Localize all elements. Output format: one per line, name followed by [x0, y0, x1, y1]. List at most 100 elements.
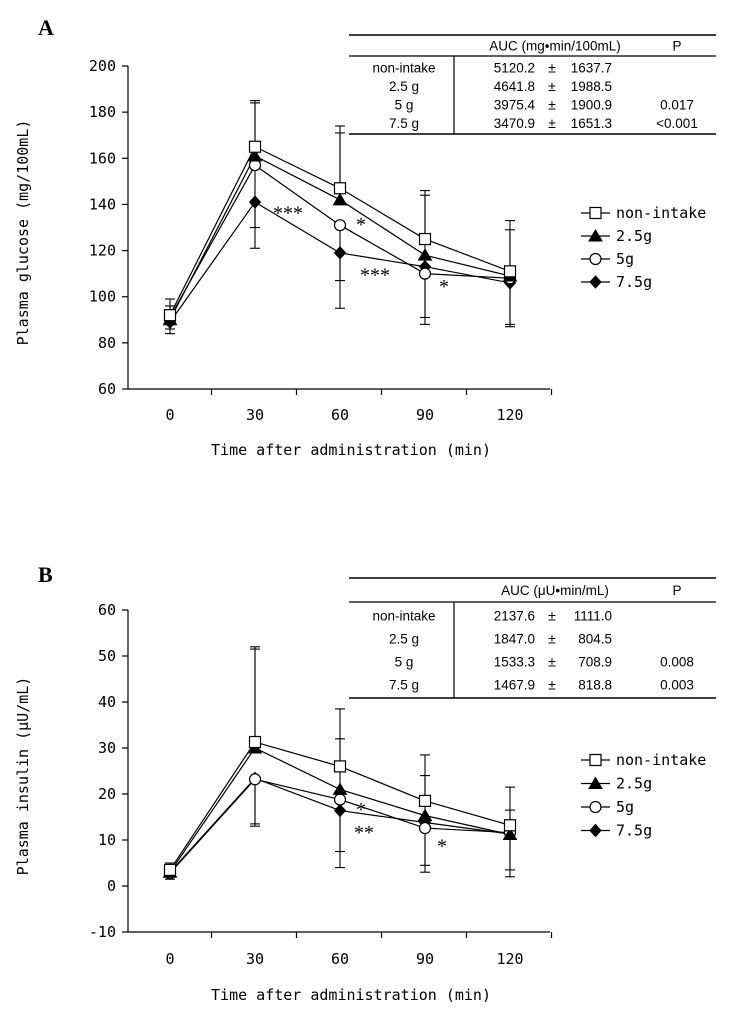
panel-b-legend-label: 7.5g [616, 822, 652, 840]
panel-a-markers-0 [163, 140, 517, 322]
panel-a-significance-mark: * [439, 276, 449, 298]
panel-b-data-point [333, 760, 347, 773]
panel-b-data-point [163, 863, 177, 877]
panel-b-table-plus-minus: ± [548, 631, 556, 647]
panel-a-legend: non-intake 2.5g 5g 7.5g [581, 204, 706, 291]
panel-b-table-auc-mean: 1533.3 [494, 655, 535, 670]
panel-a-significance-mark: *** [273, 202, 303, 224]
panel-a-table-plus-minus: ± [548, 115, 556, 131]
panel-b-label: B [38, 562, 53, 587]
panel-b-legend-marker [589, 753, 602, 767]
panel-b-data-point [333, 793, 347, 806]
panel-a-legend-marker [589, 252, 602, 266]
panel-a-data-point [333, 182, 347, 195]
panel-b-table-plus-minus: ± [548, 654, 556, 670]
panel-a-data-point [418, 267, 432, 280]
panel-b-table-group-label: 2.5 g [389, 632, 419, 647]
panel-b-table-header-p: P [672, 583, 681, 598]
panel-b-y-axis-title: Plasma insulin (μU/mL) [14, 677, 32, 876]
panel-b-table-p-value: 0.003 [660, 678, 694, 693]
panel-a-legend-item: 7.5g [581, 273, 652, 291]
panel-b-x-tick-label: 60 [331, 950, 349, 968]
panel-a-table-group-label: 7.5 g [389, 116, 419, 131]
panel-b-x-axis-title: Time after administration (min) [211, 986, 491, 1004]
panel-b-y-tick-label: 30 [98, 739, 116, 757]
panel-a-table-p-value: 0.017 [660, 97, 694, 112]
panel-a-x-tick-label: 30 [246, 406, 264, 424]
panel-a-legend-item: non-intake [581, 204, 706, 222]
panel-b-legend-item: 5g [581, 798, 634, 816]
panel-b-table-auc-mean: 1847.0 [494, 632, 535, 647]
panel-a-data-point [247, 148, 263, 162]
panel-a-legend-item: 2.5g [581, 227, 652, 245]
panel-b-significance-mark: * [356, 799, 366, 821]
panel-a-data-point [417, 248, 433, 261]
panel-b-markers-1 [162, 741, 518, 878]
panel-b-x-tick-label: 120 [496, 950, 523, 968]
panel-a-y-tick-label: 140 [89, 195, 116, 213]
panel-a-table-plus-minus: ± [548, 59, 556, 75]
panel-a-table-header-auc: AUC (mg•min/100mL) [489, 39, 621, 54]
panel-a-legend-marker [589, 206, 602, 220]
panel-a-x-axis-title: Time after administration (min) [211, 441, 491, 459]
panel-a-table-auc-sd: 1651.3 [571, 116, 612, 131]
panel-a-significance-mark: *** [360, 265, 390, 287]
panel-b-table-auc-sd: 1111.0 [574, 609, 612, 624]
panel-b-table-auc-sd: 818.8 [578, 678, 612, 693]
panel-b-y-tick-label: -10 [89, 923, 116, 941]
panel-a-y-axis-title: Plasma glucose (mg/100mL) [14, 120, 32, 346]
panel-b-data-point [248, 735, 262, 749]
panel-b-data-point [248, 773, 262, 786]
panel-a-table-p-value: <0.001 [656, 116, 698, 131]
panel-a-data-point [248, 195, 262, 209]
panel-b-legend-item: non-intake [581, 751, 706, 769]
panel-a-table-group-label: 2.5 g [389, 79, 419, 94]
panel-a-y-tick-label: 200 [89, 57, 116, 75]
panel-a-legend-marker [588, 229, 603, 242]
panel-a-table-auc-mean: 5120.2 [494, 60, 535, 75]
panel-a-table-auc-mean: 4641.8 [494, 79, 535, 94]
panel-a-data-point [332, 192, 348, 206]
panel-b-plot-area: -10 0 10 20 30 40 50 60 0 30 60 90 120 Time after adm… [14, 601, 553, 1004]
panel-a-x-tick-label: 90 [416, 406, 434, 424]
panel-b-data-point [503, 819, 517, 832]
panel-b-legend-marker [589, 823, 602, 838]
panel-a-x-tick-label: 0 [165, 406, 174, 424]
panel-a-table-auc-sd: 1900.9 [571, 97, 612, 112]
panel-b-table-auc-mean: 2137.6 [494, 609, 535, 624]
panel-a-data-point [503, 265, 517, 278]
panel-b-table-header-auc: AUC (μU•min/mL) [501, 583, 609, 598]
panel-a-plot-area: 60 80 100 120 140 160 180 200 0 30 60 90 120 Time aft… [14, 57, 553, 459]
panel-a-legend-label: 2.5g [616, 227, 652, 245]
panel-b-legend-item: 2.5g [581, 775, 652, 793]
panel-b-significance-mark: ** [354, 822, 374, 844]
panel-a-data-point [163, 309, 177, 322]
panel-b-x-tick-label: 0 [165, 950, 174, 968]
panel-b-x-tick-label: 90 [416, 950, 434, 968]
panel-b-table-group-label: non-intake [372, 609, 435, 624]
panel-b-y-tick-label: 0 [107, 877, 116, 895]
panel-a-table-plus-minus: ± [548, 96, 556, 112]
panel-a-y-tick-label: 100 [89, 288, 116, 306]
panel-b-markers-0 [163, 735, 517, 877]
panel-a-y-tick-label: 180 [89, 103, 116, 121]
panel-b-legend-label: 2.5g [616, 775, 652, 793]
panel-a-markers-1 [162, 148, 518, 326]
panel-b-significance-mark: * [437, 836, 447, 858]
panel-a-legend-item: 5g [581, 250, 634, 268]
panel-a-x-tick-label: 60 [331, 406, 349, 424]
panel-a-table-plus-minus: ± [548, 78, 556, 94]
panel-b-table-plus-minus: ± [548, 608, 556, 624]
panel-b-data-point [418, 794, 432, 808]
panel-b-y-tick-label: 40 [98, 693, 116, 711]
panel-b-table-p-value: 0.008 [660, 655, 694, 670]
panel-a-data-point [333, 219, 347, 232]
panel-a-x-tick-label: 120 [496, 406, 523, 424]
panel-b-legend-marker [589, 800, 602, 814]
panel-a-legend-label: non-intake [616, 204, 706, 222]
panel-a-table-auc-sd: 1988.5 [571, 79, 612, 94]
